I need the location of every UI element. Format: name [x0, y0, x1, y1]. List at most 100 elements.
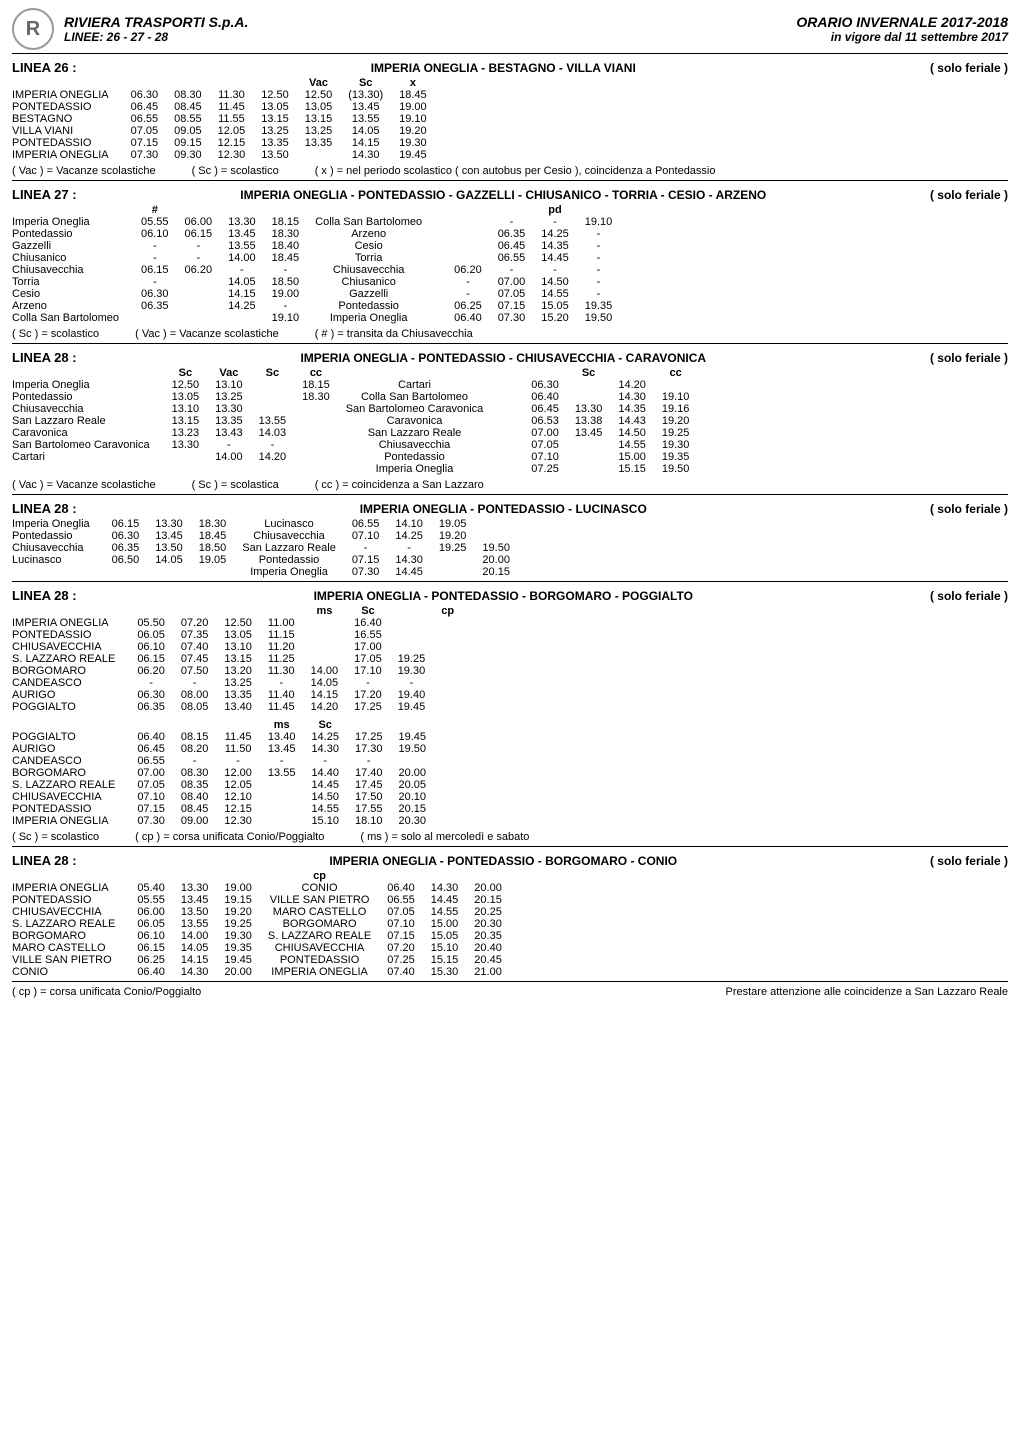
time-cell: 13.15	[253, 113, 297, 125]
time-cell	[430, 276, 446, 288]
stop-name: Caravonica	[12, 427, 164, 439]
time-cell	[104, 566, 148, 578]
time-cell: 19.20	[216, 906, 260, 918]
time-cell: 07.10	[379, 918, 423, 930]
time-cell: 06.10	[129, 930, 173, 942]
time-cell	[260, 791, 304, 803]
time-cell: 06.20	[446, 264, 490, 276]
time-cell	[177, 276, 221, 288]
time-cell: 14.45	[387, 566, 431, 578]
time-cell: 12.50	[297, 89, 341, 101]
time-cell: 07.10	[344, 530, 388, 542]
time-cell: 06.55	[490, 252, 534, 264]
time-cell: 17.25	[346, 701, 390, 713]
time-cell: CHIUSAVECCHIA	[260, 942, 379, 954]
time-cell: 06.05	[129, 918, 173, 930]
time-cell: 05.40	[129, 882, 173, 894]
time-cell: 13.30	[207, 403, 251, 415]
time-cell: 17.45	[347, 779, 391, 791]
time-cell: 06.00	[177, 216, 221, 228]
time-cell: 18.50	[191, 542, 235, 554]
time-cell: 13.15	[297, 113, 341, 125]
time-cell: 19.25	[431, 542, 475, 554]
linee-label: LINEE: 26 - 27 - 28	[64, 30, 248, 44]
time-cell: 20.15	[466, 894, 510, 906]
time-cell: 13.30	[164, 439, 208, 451]
header-left: R RIVIERA TRASPORTI S.p.A. LINEE: 26 - 2…	[12, 8, 248, 50]
time-cell: 14.20	[610, 379, 654, 391]
linea26-route: IMPERIA ONEGLIA - BESTAGNO - VILLA VIANI	[371, 61, 636, 75]
time-cell: 19.10	[577, 216, 621, 228]
time-cell: 13.40	[260, 731, 304, 743]
time-cell: -	[347, 755, 391, 767]
time-cell: 19.25	[216, 918, 260, 930]
time-cell: 18.15	[264, 216, 308, 228]
time-cell: 20.00	[466, 882, 510, 894]
time-cell: -	[490, 264, 534, 276]
time-cell: -	[216, 755, 260, 767]
time-cell: 06.30	[523, 379, 567, 391]
time-cell: 07.40	[173, 641, 217, 653]
time-cell: 14.03	[251, 427, 295, 439]
stop-name: San Bartolomeo Caravonica	[12, 439, 164, 451]
time-cell: 06.55	[379, 894, 423, 906]
season-title: ORARIO INVERNALE 2017-2018	[796, 14, 1008, 30]
time-cell	[491, 451, 507, 463]
time-cell: 13.23	[164, 427, 208, 439]
time-cell: 14.43	[610, 415, 654, 427]
time-cell: Chiusavecchia	[307, 264, 430, 276]
time-cell: 07.50	[173, 665, 217, 677]
time-cell	[567, 439, 611, 451]
note-vac2: ( Vac ) = Vacanze scolastiche	[135, 328, 279, 340]
time-cell: 19.25	[654, 427, 698, 439]
time-cell: 15.10	[423, 942, 467, 954]
time-cell	[191, 566, 235, 578]
time-cell	[430, 240, 446, 252]
note-ms: ( ms ) = solo al mercoledì e sabato	[360, 831, 529, 843]
time-cell: 11.55	[210, 113, 254, 125]
time-cell: 06.30	[133, 288, 177, 300]
time-cell: Cesio	[307, 240, 430, 252]
time-cell	[251, 403, 295, 415]
time-cell: 05.55	[133, 216, 177, 228]
time-cell	[177, 312, 221, 324]
time-cell	[177, 300, 221, 312]
time-cell: 12.05	[216, 779, 260, 791]
time-cell	[303, 641, 347, 653]
time-cell: -	[207, 439, 251, 451]
time-cell: 13.25	[216, 677, 260, 689]
time-cell: 18.30	[294, 391, 338, 403]
time-cell: 06.15	[104, 518, 148, 530]
time-cell	[431, 554, 475, 566]
linea27-route: IMPERIA ONEGLIA - PONTEDASSIO - GAZZELLI…	[240, 188, 766, 202]
linea27-notes: ( Sc ) = scolastico ( Vac ) = Vacanze sc…	[12, 328, 1008, 340]
time-cell: 06.25	[129, 954, 173, 966]
time-cell: 14.15	[220, 288, 264, 300]
stop-name: Pontedassio	[12, 228, 133, 240]
time-cell: 14.25	[303, 731, 347, 743]
time-cell: -	[303, 755, 347, 767]
time-cell: 13.15	[216, 653, 260, 665]
linea26-solo: ( solo feriale )	[930, 61, 1008, 75]
time-cell	[430, 252, 446, 264]
linea27-header: LINEA 27 : IMPERIA ONEGLIA - PONTEDASSIO…	[12, 187, 1008, 202]
time-cell: 18.45	[264, 252, 308, 264]
time-cell: 07.20	[379, 942, 423, 954]
time-cell: 11.45	[210, 101, 254, 113]
stop-name: CANDEASCO	[12, 677, 129, 689]
time-cell: 13.15	[164, 415, 208, 427]
time-cell: -	[264, 264, 308, 276]
time-cell: 09.15	[166, 137, 210, 149]
time-cell: 18.30	[191, 518, 235, 530]
stop-name: POGGIALTO	[12, 731, 129, 743]
time-cell: -	[446, 276, 490, 288]
linea28b-label: LINEA 28 :	[12, 501, 77, 516]
time-cell: 06.15	[133, 264, 177, 276]
note-x: ( x ) = nel periodo scolastico ( con aut…	[315, 165, 716, 177]
time-cell: 06.10	[129, 641, 173, 653]
time-cell: Imperia Oneglia	[338, 463, 492, 475]
time-cell: 06.40	[129, 731, 173, 743]
linea28a-route: IMPERIA ONEGLIA - PONTEDASSIO - CHIUSAVE…	[300, 351, 706, 365]
time-cell	[303, 617, 347, 629]
time-cell	[303, 629, 347, 641]
